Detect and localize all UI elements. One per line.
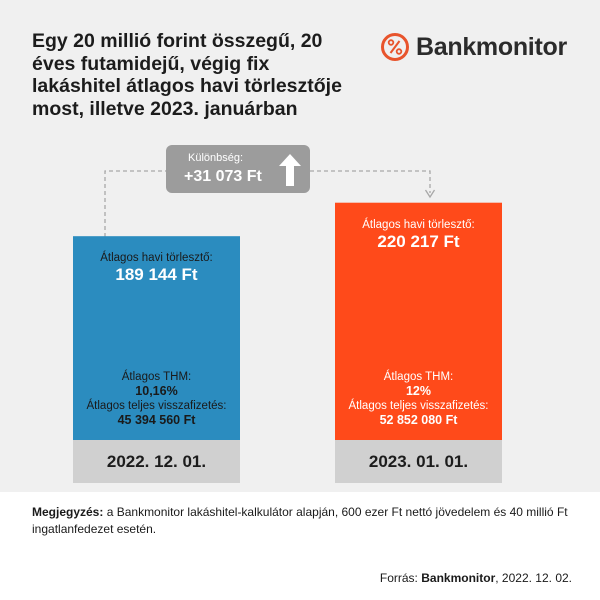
difference-label: Különbség: — [188, 152, 244, 164]
bar-2 — [335, 202, 502, 440]
source-name: Bankmonitor — [421, 571, 496, 585]
bar-2-thm-value: 12% — [405, 384, 432, 398]
logo-text: Bankmonitor — [416, 32, 567, 61]
category-label-2: 2023. 01. 01. — [335, 440, 502, 483]
difference-box: Különbség: +31 073 Ft — [166, 145, 310, 193]
source-label: Forrás: — [379, 571, 418, 585]
note: Megjegyzés: a Bankmonitor lakáshitel-kal… — [32, 504, 577, 538]
bar-1-payment-value: 189 144 Ft — [115, 265, 198, 285]
chart-title: Egy 20 millió forint összegű, 20 éves fu… — [32, 30, 342, 120]
note-label: Megjegyzés: — [32, 505, 104, 519]
bar-1-thm-value: 10,16% — [135, 384, 178, 398]
connector-arrow — [104, 170, 431, 244]
bar-1-total-label: Átlagos teljes visszafizetés: — [86, 400, 227, 412]
bar-2-details: Átlagos THM: 12% Átlagos teljes visszafize… — [335, 370, 502, 428]
bankmonitor-logo: Bankmonitor — [380, 30, 567, 64]
bar-2-payment-label: Átlagos havi törlesztő: — [362, 218, 475, 231]
up-arrow-icon — [279, 154, 301, 186]
source: Forrás: Bankmonitor, 2022. 12. 02. — [380, 571, 572, 585]
chart-svg — [73, 170, 502, 440]
bar-1-details: Átlagos THM: 10,16% Átlagos teljes visszaf… — [73, 370, 240, 428]
percent-circle-icon — [381, 33, 409, 61]
bar-2-payment: Átlagos havi törlesztő: 220 217 Ft — [335, 218, 502, 252]
bar-2-payment-value: 220 217 Ft — [377, 231, 460, 251]
source-date: , 2022. 12. 02. — [495, 571, 572, 585]
category-label-1: 2022. 12. 01. — [73, 440, 240, 483]
bar-2-thm-label: Átlagos THM: — [383, 371, 454, 383]
bar-1-total-value: 45 394 560 Ft — [117, 413, 196, 427]
bar-1-payment: Átlagos havi törlesztő: 189 144 Ft — [73, 251, 240, 285]
bar-1 — [73, 236, 240, 440]
bar-2-total-value: 52 852 080 Ft — [379, 413, 458, 427]
connector-arrowhead — [424, 189, 436, 199]
bar-2-total-label: Átlagos teljes visszafizetés: — [348, 400, 489, 412]
note-text: a Bankmonitor lakáshitel-kalkulátor alap… — [32, 505, 568, 536]
bar-1-thm-label: Átlagos THM: — [121, 371, 192, 383]
bar-chart: Átlagos havi törlesztő: 189 144 Ft Átlagos… — [73, 170, 502, 483]
difference-value: +31 073 Ft — [184, 168, 262, 185]
bar-1-payment-label: Átlagos havi törlesztő: — [100, 252, 213, 265]
